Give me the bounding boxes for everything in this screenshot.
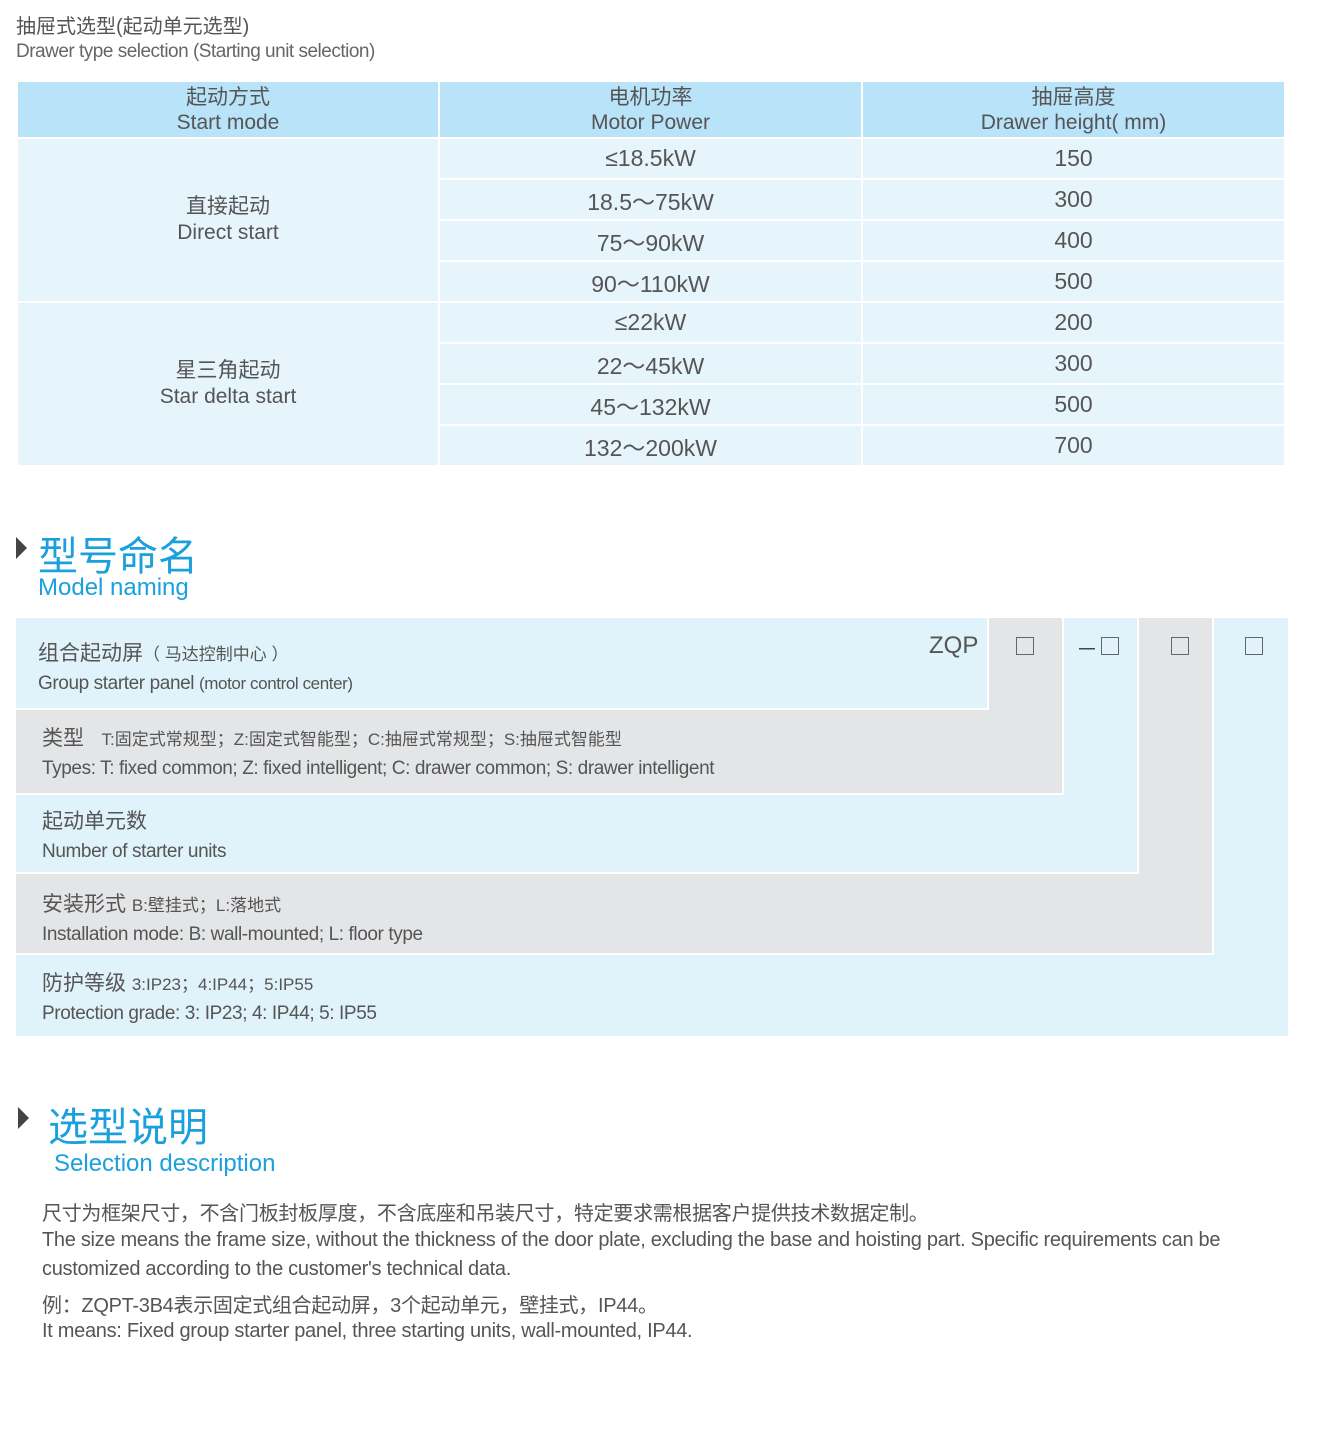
header-start-mode: 起动方式 Start mode (16, 80, 440, 139)
drawer-selection-table: 起动方式 Start mode 电机功率 Motor Power 抽屉高度 Drawe… (16, 80, 1286, 467)
panel-group (16, 618, 989, 710)
naming-title-cn: 型号命名 (38, 535, 198, 579)
height-cell: 400 (861, 219, 1286, 262)
example-line-cn: 例：ZQPT-3B4表示固定式组合起动屏，3个起动单元，壁挂式，IP44。 (42, 1295, 658, 1317)
row-installation: 安装形式 B:壁挂式；L:落地式 Installation mode: B: w… (42, 893, 423, 945)
table-row: 18.5～75kW 300 (17, 178, 1286, 221)
header-motor-power: 电机功率 Motor Power (438, 80, 863, 139)
table-row: 90～110kW 500 (17, 260, 1286, 303)
desc-line-en-cont: customized according to the customer's t… (42, 1258, 511, 1280)
desc-line-cn: 尺寸为框架尺寸，不含门板封板厚度，不含底座和吊装尺寸，特定要求需根据客户提供技术… (42, 1203, 929, 1225)
table-row: 75～90kW 400 (17, 219, 1286, 262)
table-header-row: 起动方式 Start mode 电机功率 Motor Power 抽屉高度 Drawe… (16, 80, 1286, 139)
selection-title-cn: 选型说明 (48, 1106, 208, 1150)
table-row: 45～132kW 500 (17, 383, 1286, 426)
power-cell: 18.5～75kW (438, 178, 863, 221)
mode-star-delta: 星三角起动 Star delta start (16, 301, 440, 467)
height-cell: 150 (861, 137, 1286, 180)
height-cell: 200 (861, 301, 1286, 344)
height-cell: 700 (861, 424, 1286, 467)
desc-line-en: The size means the frame size, without t… (42, 1229, 1221, 1251)
height-cell: 500 (861, 260, 1286, 303)
table-row: 星三角起动 Star delta start ≤22kW 200 (16, 301, 1286, 467)
height-cell: 300 (861, 342, 1286, 385)
type-slot-box (1016, 637, 1034, 655)
header-drawer-height: 抽屉高度 Drawer height( mm) (861, 80, 1286, 139)
power-cell: 132～200kW (438, 424, 863, 467)
units-slot-box (1101, 637, 1119, 655)
row-group-panel: 组合起动屏（ 马达控制中心 ） Group starter panel (mot… (38, 642, 353, 694)
section-arrow-icon (16, 537, 27, 559)
row-protection: 防护等级 3:IP23；4:IP44；5:IP55 Protection gra… (42, 972, 377, 1024)
table-row: 132～200kW 700 (17, 424, 1286, 467)
section-arrow-icon (18, 1107, 29, 1129)
intro-title-cn: 抽屉式选型(起动单元选型) (16, 16, 250, 38)
table-row: 22～45kW 300 (17, 342, 1286, 385)
power-cell: 45～132kW (438, 383, 863, 426)
model-prefix: ZQP (929, 632, 979, 659)
power-cell: ≤18.5kW (438, 137, 863, 180)
mode-direct-start: 直接起动 Direct start (16, 137, 440, 303)
table-row: 直接起动 Direct start ≤18.5kW 150 (16, 137, 1286, 303)
height-cell: 300 (861, 178, 1286, 221)
intro-title-en: Drawer type selection (Starting unit sel… (16, 41, 375, 62)
install-slot-box (1171, 637, 1189, 655)
protection-slot-box (1245, 637, 1263, 655)
example-line-en: It means: Fixed group starter panel, thr… (42, 1320, 693, 1342)
row-types: 类型 T:固定式常规型；Z:固定式智能型；C:抽屉式常规型；S:抽屉式智能型 T… (42, 727, 715, 779)
height-cell: 500 (861, 383, 1286, 426)
power-cell: 22～45kW (438, 342, 863, 385)
naming-title-en: Model naming (38, 574, 189, 601)
selection-title-en: Selection description (54, 1150, 276, 1177)
power-cell: 75～90kW (438, 219, 863, 262)
row-units: 起动单元数 Number of starter units (42, 810, 227, 862)
power-cell: ≤22kW (438, 301, 863, 344)
dash: － (1076, 637, 1099, 662)
power-cell: 90～110kW (438, 260, 863, 303)
